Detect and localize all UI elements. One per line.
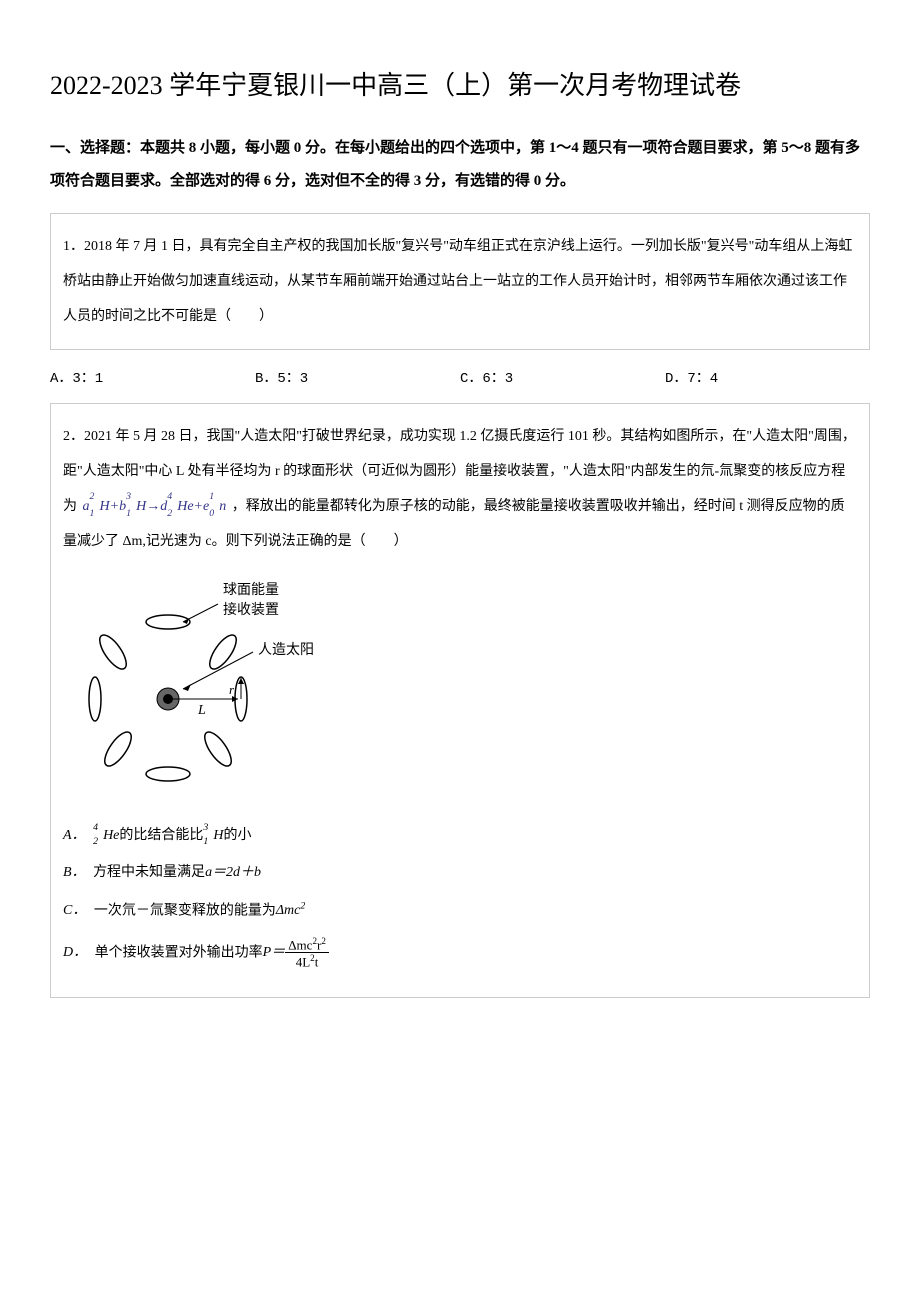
answer-a-mid: 的比结合能比 — [119, 828, 203, 843]
answer-b: B． 方程中未知量满足a＝2d＋b — [63, 860, 857, 885]
diagram-svg: 球面能量 接收装置 人造太阳 L — [83, 574, 343, 794]
answer-d-label: D． — [63, 945, 87, 960]
label-receiver: 球面能量 — [223, 582, 279, 598]
answer-c-text: 一次氘－氚聚变释放的能量为 — [94, 903, 276, 918]
section-instructions: 一、选择题：本题共 8 小题，每小题 0 分。在每小题给出的四个选项中，第 1～… — [50, 132, 870, 198]
option-b: B．5：3 — [255, 365, 460, 393]
label-sun: 人造太阳 — [258, 642, 314, 658]
sun-diagram: 球面能量 接收装置 人造太阳 L — [63, 574, 857, 808]
answer-a: A． 42He的比结合能比31H的小 — [63, 823, 857, 848]
label-L: L — [197, 703, 206, 718]
answer-b-text: 方程中未知量满足 — [93, 865, 205, 880]
answer-c-eq: Δmc2 — [276, 903, 305, 918]
answer-a-end: 的小 — [224, 828, 252, 843]
answer-b-eq: a＝2d＋b — [205, 865, 261, 880]
option-d: D．7：4 — [665, 365, 870, 393]
answer-c: C． 一次氘－氚聚变释放的能量为Δmc2 — [63, 898, 857, 924]
answer-d-eq: P＝Δmc2r24L2t — [263, 945, 329, 960]
option-c: C．6：3 — [460, 365, 665, 393]
question-1-options: A．3：1 B．5：3 C．6：3 D．7：4 — [50, 360, 870, 403]
answer-d: D． 单个接收装置对外输出功率P＝Δmc2r24L2t — [63, 936, 857, 971]
question-2-box: 2．2021 年 5 月 28 日，我国"人造太阳"打破世界纪录，成功实现 1.… — [50, 403, 870, 998]
answer-d-text: 单个接收装置对外输出功率 — [95, 945, 263, 960]
label-receiver2: 接收装置 — [223, 601, 279, 618]
question-1-text: 1．2018 年 7 月 1 日，具有完全自主产权的我国加长版"复兴号"动车组正… — [63, 229, 857, 334]
option-a: A．3：1 — [50, 365, 255, 393]
nuclear-equation: a21H+b31H→d42He+e10n — [83, 489, 227, 524]
page-title: 2022-2023 学年宁夏银川一中高三（上）第一次月考物理试卷 — [50, 60, 870, 112]
answer-b-label: B． — [63, 865, 86, 880]
label-r: r — [229, 682, 235, 697]
answer-a-label: A． — [63, 828, 86, 843]
question-1-box: 1．2018 年 7 月 1 日，具有完全自主产权的我国加长版"复兴号"动车组正… — [50, 213, 870, 350]
answer-c-label: C． — [63, 903, 86, 918]
